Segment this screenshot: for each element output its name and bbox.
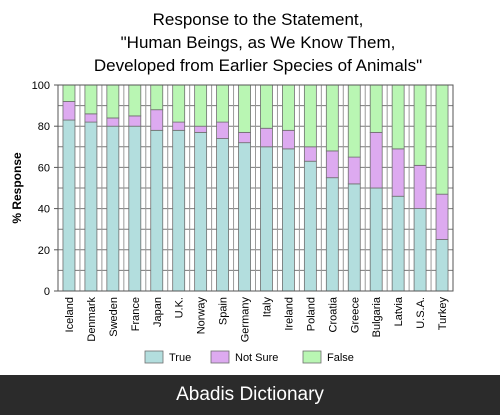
- bar-not-sure-poland: [303, 146, 317, 162]
- category-label: U.S.A.: [415, 297, 427, 329]
- bar-false-usa: [413, 84, 427, 166]
- bar-true-greece: [347, 183, 361, 292]
- bar-not-sure-japan: [150, 109, 164, 131]
- bar-not-sure-spain: [216, 121, 229, 139]
- bar-true-italy: [260, 146, 273, 292]
- category-label: Germany: [240, 297, 252, 343]
- chart-title: Response to the Statement,: [153, 10, 364, 29]
- legend-swatch: [210, 350, 230, 364]
- legend-swatch: [144, 350, 164, 364]
- bar-true-iceland: [62, 119, 76, 292]
- bar-true-germany: [238, 142, 251, 292]
- bar-false-germany: [238, 84, 251, 133]
- bar-not-sure-bulgaria: [369, 131, 383, 189]
- category-label: Japan: [152, 297, 164, 327]
- bar-not-sure-greece: [347, 156, 361, 185]
- category-label: Iceland: [64, 297, 76, 332]
- category-label: Latvia: [393, 296, 405, 326]
- bar-false-france: [128, 84, 142, 117]
- bar-true-uk: [172, 129, 186, 292]
- legend-label: True: [169, 352, 191, 364]
- category-label: Croatia: [327, 296, 339, 332]
- bar-false-denmark: [84, 84, 98, 115]
- category-label: France: [130, 297, 142, 331]
- chart-area: Response to the Statement, "Human Beings…: [10, 10, 454, 364]
- y-tick-label: 60: [38, 162, 50, 174]
- bar-false-bulgaria: [369, 84, 383, 133]
- bar-true-sweden: [106, 125, 120, 292]
- bar-not-sure-iceland: [62, 101, 76, 121]
- bar-false-norway: [194, 84, 208, 127]
- bar-not-sure-sweden: [106, 117, 120, 127]
- category-label: Ireland: [283, 297, 295, 331]
- bar-not-sure-croatia: [325, 150, 339, 179]
- y-tick-label: 40: [38, 204, 50, 216]
- bar-true-france: [128, 125, 142, 292]
- category-label: Spain: [218, 297, 230, 325]
- legend: True Not Sure False: [144, 350, 354, 364]
- chart-svg: Response to the Statement, "Human Beings…: [10, 10, 454, 364]
- gridlines: [58, 85, 453, 291]
- bar-false-japan: [150, 84, 164, 111]
- category-label: Sweden: [108, 297, 120, 337]
- category-label: Turkey: [437, 297, 449, 331]
- bar-false-ireland: [282, 84, 295, 131]
- bar-false-spain: [216, 84, 229, 123]
- footer-banner: Abadis Dictionary: [0, 375, 500, 415]
- category-label: Denmark: [86, 297, 98, 342]
- plot-frame: [57, 84, 454, 292]
- bar-false-uk: [172, 84, 186, 123]
- y-axis-label: % Response: [10, 152, 24, 224]
- bar-not-sure-turkey: [435, 193, 449, 240]
- bar-not-sure-norway: [194, 125, 208, 133]
- legend-swatch: [302, 350, 322, 364]
- legend-label: Not Sure: [235, 352, 278, 364]
- category-label: U.K.: [174, 297, 186, 318]
- y-tick-labels: 0 20 40 60 80 100: [32, 80, 50, 298]
- bar-true-ireland: [282, 148, 295, 292]
- bar-true-latvia: [391, 195, 405, 292]
- bar-true-japan: [150, 129, 164, 292]
- bar-true-usa: [413, 208, 427, 292]
- bar-false-poland: [303, 84, 317, 148]
- bar-not-sure-usa: [413, 164, 427, 209]
- bar-true-bulgaria: [369, 187, 383, 292]
- bar-not-sure-france: [128, 115, 142, 127]
- footer-text: Abadis Dictionary: [176, 384, 324, 405]
- y-tick-label: 100: [32, 80, 50, 92]
- y-tick-label: 0: [44, 286, 50, 298]
- bar-false-latvia: [391, 84, 405, 150]
- bar-not-sure-ireland: [282, 129, 295, 150]
- bar-not-sure-uk: [172, 121, 186, 131]
- y-tick-label: 80: [38, 121, 50, 133]
- bar-true-turkey: [435, 239, 449, 292]
- bar-true-denmark: [84, 121, 98, 292]
- y-tick-label: 20: [38, 245, 50, 257]
- category-label: Poland: [305, 297, 317, 331]
- category-labels: Iceland Denmark Sweden France Japan U.K. Norwa…: [64, 296, 449, 342]
- bar-false-iceland: [62, 84, 76, 102]
- category-label: Norway: [196, 297, 208, 335]
- bar-not-sure-latvia: [391, 148, 405, 197]
- bar-false-sweden: [106, 84, 120, 119]
- chart-subtitle-line-2: Developed from Earlier Species of Animal…: [94, 56, 422, 75]
- category-label: Italy: [262, 297, 274, 318]
- bar-false-croatia: [325, 84, 339, 152]
- category-label: Greece: [349, 297, 361, 333]
- bar-true-croatia: [325, 177, 339, 292]
- bar-true-spain: [216, 138, 229, 292]
- category-label: Bulgaria: [371, 296, 383, 337]
- bar-not-sure-germany: [238, 131, 251, 144]
- bar-false-italy: [260, 84, 273, 129]
- bar-false-turkey: [435, 84, 449, 195]
- bar-false-greece: [347, 84, 361, 158]
- chart-subtitle-line-1: "Human Beings, as We Know Them,: [121, 33, 396, 52]
- bar-not-sure-denmark: [84, 113, 98, 123]
- bar-true-norway: [194, 131, 208, 292]
- legend-label: False: [327, 352, 354, 364]
- axes: [54, 84, 454, 292]
- bar-true-poland: [303, 160, 317, 292]
- bar-not-sure-italy: [260, 127, 273, 148]
